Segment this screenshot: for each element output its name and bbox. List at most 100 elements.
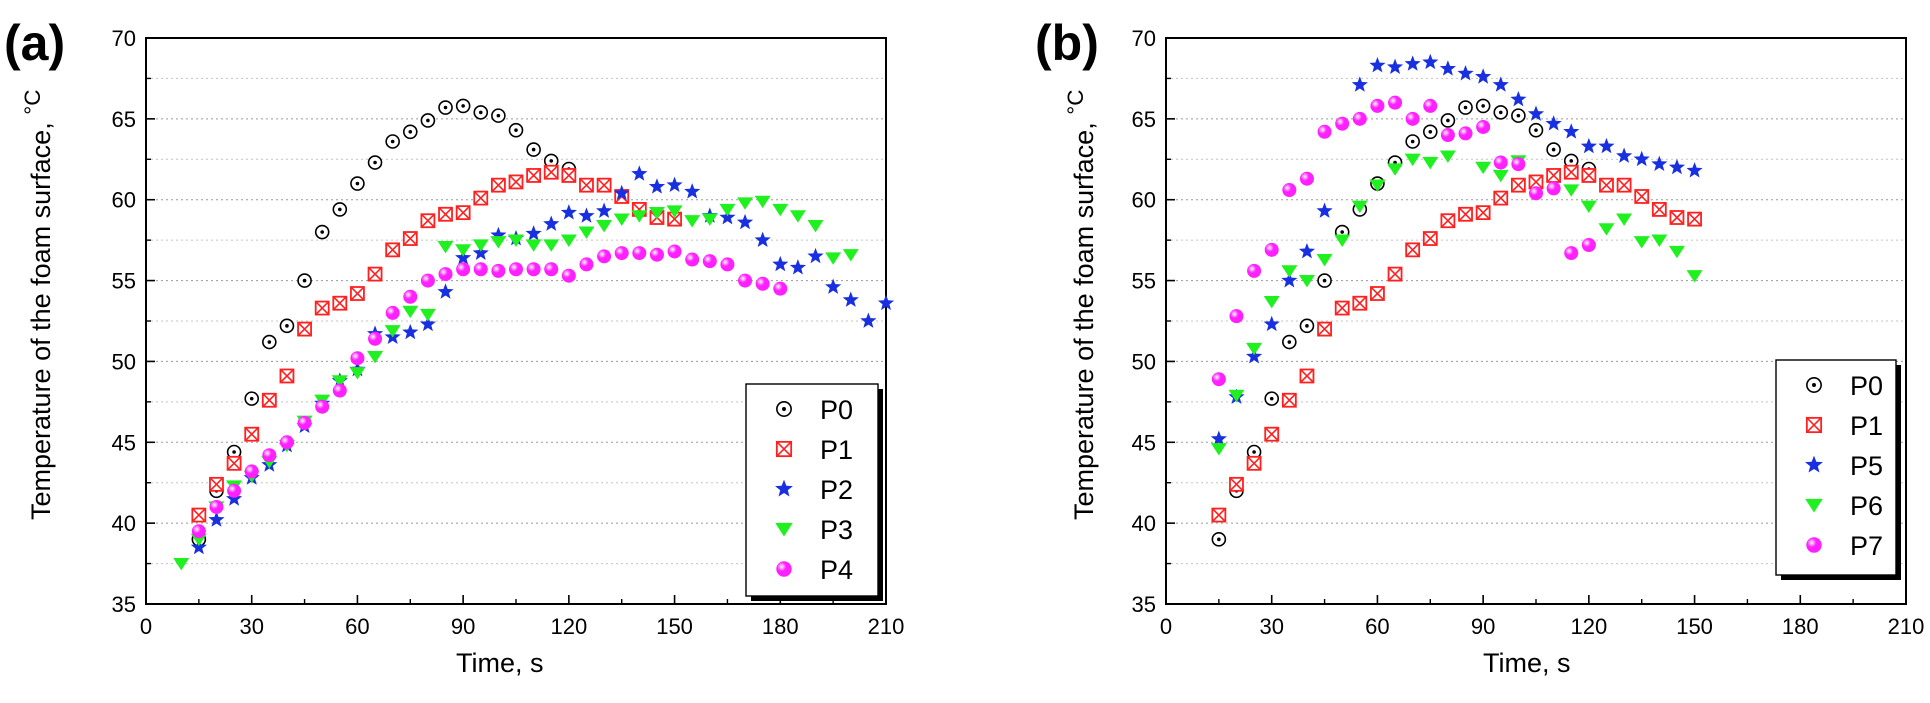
legend-item: P1 xyxy=(775,435,853,465)
data-point xyxy=(279,318,295,334)
data-point xyxy=(1369,179,1386,192)
data-point xyxy=(1351,200,1368,213)
data-point xyxy=(1298,242,1316,259)
data-point xyxy=(455,205,471,221)
data-point xyxy=(1598,223,1615,236)
data-point xyxy=(1316,253,1333,267)
data-point xyxy=(561,168,577,183)
data-point xyxy=(754,231,771,248)
data-point xyxy=(1299,318,1315,334)
legend-item: P3 xyxy=(775,515,853,545)
data-point xyxy=(1806,537,1822,553)
data-point xyxy=(455,244,472,257)
data-point xyxy=(350,176,365,191)
data-point xyxy=(632,246,647,261)
data-point xyxy=(1440,213,1456,229)
y-tick-label: 45 xyxy=(112,430,136,455)
data-point xyxy=(613,184,630,201)
data-point xyxy=(1387,163,1404,176)
data-point xyxy=(1210,443,1227,456)
data-point xyxy=(649,247,664,262)
data-point xyxy=(526,262,541,277)
data-point xyxy=(1263,315,1280,332)
legend-label: P4 xyxy=(820,555,853,585)
data-point xyxy=(1457,65,1474,81)
data-point xyxy=(472,239,489,252)
data-point xyxy=(1528,122,1544,138)
data-point xyxy=(1210,430,1227,446)
data-point xyxy=(1352,295,1368,311)
data-point xyxy=(1493,105,1509,120)
data-point xyxy=(720,257,735,272)
panel-label: (a) xyxy=(4,15,66,71)
data-point xyxy=(419,308,436,322)
data-point xyxy=(825,252,842,265)
data-point xyxy=(1422,156,1439,170)
legend-label: P0 xyxy=(1850,371,1883,401)
data-point xyxy=(1475,205,1491,221)
chart-panel-a: (a) Temperature of the foam surface, °C … xyxy=(4,15,905,678)
data-point xyxy=(420,213,436,229)
data-point xyxy=(297,415,312,430)
data-point xyxy=(1580,137,1597,154)
data-point xyxy=(1405,134,1420,149)
data-point xyxy=(1529,186,1543,201)
legend-label: P5 xyxy=(1850,451,1883,481)
x-tick-label: 210 xyxy=(1888,614,1925,639)
y-tick-label: 50 xyxy=(1132,349,1156,374)
data-point xyxy=(385,134,400,149)
data-point xyxy=(438,206,453,222)
data-point xyxy=(597,249,612,264)
legend-item: P2 xyxy=(775,475,853,505)
data-point xyxy=(842,249,859,262)
data-point xyxy=(1633,236,1650,249)
data-point xyxy=(754,195,771,209)
chart-svg-a: 0 30 60 90 120 150 180 2103540455055606570P0P1P… xyxy=(112,26,905,639)
data-point xyxy=(473,105,489,120)
data-point xyxy=(596,219,613,233)
legend-box xyxy=(745,383,879,597)
legend-item: P0 xyxy=(776,395,853,425)
data-point xyxy=(738,273,753,288)
series-p5 xyxy=(1210,53,1703,446)
data-point xyxy=(314,224,330,240)
data-point xyxy=(1404,153,1421,167)
panel-label: (b) xyxy=(1035,15,1099,71)
data-point xyxy=(190,538,207,555)
x-tick-label: 60 xyxy=(345,614,369,639)
data-point xyxy=(473,262,488,277)
data-point xyxy=(297,273,312,288)
data-point xyxy=(332,295,348,311)
data-point xyxy=(860,312,877,328)
data-point xyxy=(368,331,383,346)
x-axis-label: Time, s xyxy=(456,648,544,678)
legend-item: P4 xyxy=(776,555,853,585)
legend-item: P7 xyxy=(1806,531,1883,561)
data-point xyxy=(666,205,683,218)
data-point xyxy=(1633,150,1650,167)
data-point xyxy=(227,483,242,498)
data-point xyxy=(1475,68,1492,84)
data-point xyxy=(1316,202,1333,218)
data-point xyxy=(1246,455,1262,471)
data-point xyxy=(1511,157,1526,172)
data-point xyxy=(1317,273,1332,288)
data-point xyxy=(561,268,576,283)
data-point xyxy=(1546,181,1561,196)
legend-label: P2 xyxy=(820,475,853,505)
data-point xyxy=(560,204,577,220)
data-point xyxy=(543,239,560,252)
series-p4 xyxy=(191,244,788,539)
data-point xyxy=(244,391,260,406)
data-point xyxy=(543,164,559,180)
data-point xyxy=(279,435,294,450)
data-point xyxy=(1423,98,1438,113)
data-point xyxy=(509,262,523,277)
data-point xyxy=(1580,200,1597,213)
data-point xyxy=(173,557,190,571)
legend-label: P7 xyxy=(1850,531,1883,561)
y-tick-label: 65 xyxy=(112,107,136,132)
data-point xyxy=(596,202,613,218)
data-point xyxy=(775,522,793,537)
x-tick-label: 180 xyxy=(762,614,799,639)
